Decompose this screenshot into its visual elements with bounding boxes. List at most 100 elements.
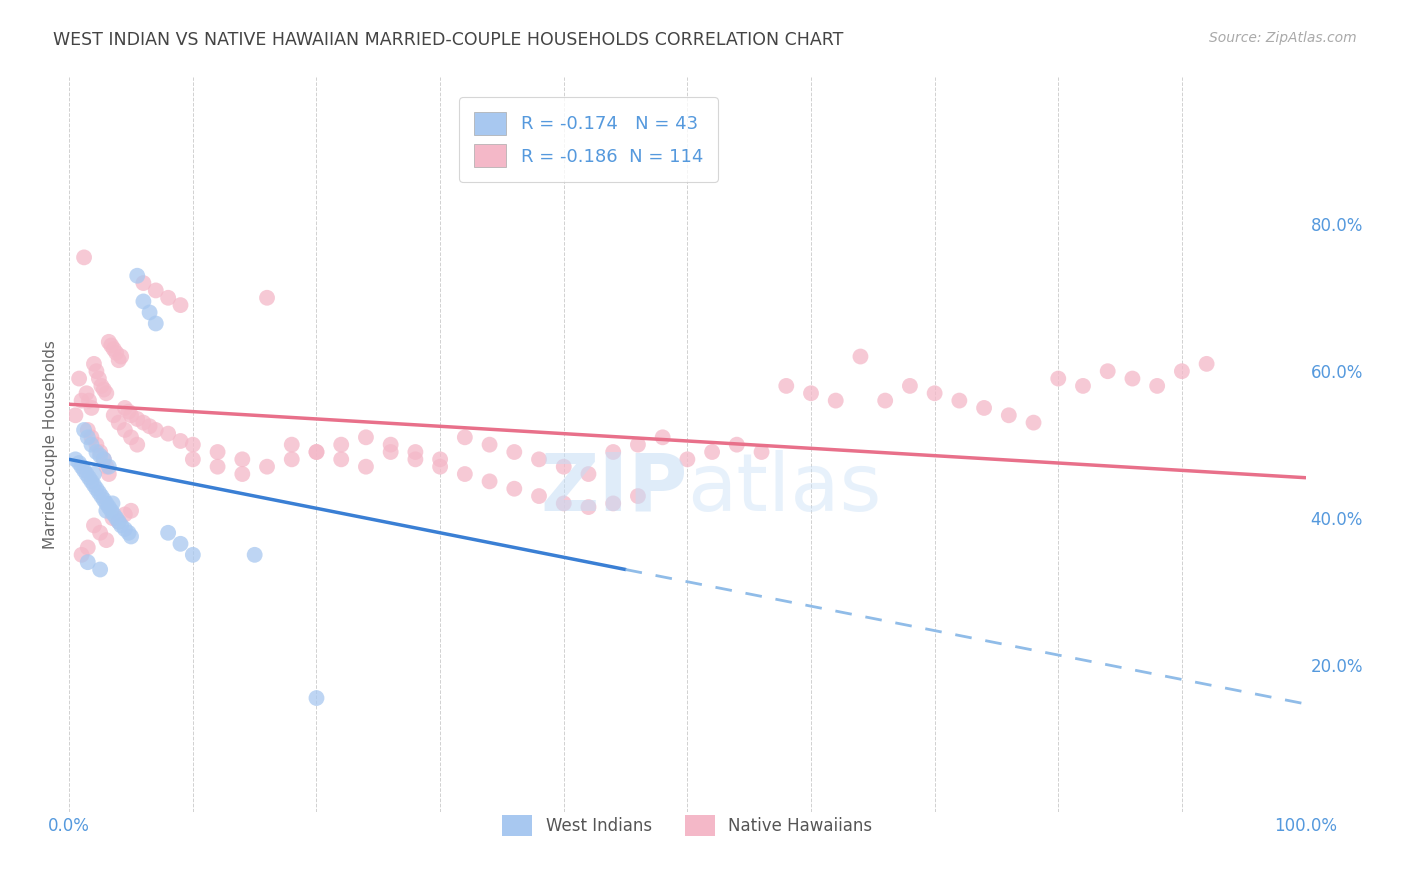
Point — [578, 500, 600, 514]
Point — [824, 393, 846, 408]
Text: WEST INDIAN VS NATIVE HAWAIIAN MARRIED-COUPLE HOUSEHOLDS CORRELATION CHART: WEST INDIAN VS NATIVE HAWAIIAN MARRIED-C… — [53, 31, 844, 49]
Point — [503, 445, 526, 459]
Point — [76, 386, 98, 401]
Point — [527, 489, 550, 503]
Point — [157, 426, 180, 441]
Point — [89, 562, 111, 576]
Point — [627, 437, 650, 451]
Point — [231, 452, 253, 467]
Point — [70, 459, 93, 474]
Point — [76, 467, 98, 481]
Point — [96, 504, 118, 518]
Point — [114, 522, 136, 536]
Point — [73, 251, 96, 265]
Point — [114, 508, 136, 522]
Point — [924, 386, 946, 401]
Point — [256, 459, 278, 474]
Point — [86, 445, 108, 459]
Point — [998, 409, 1021, 423]
Point — [800, 386, 823, 401]
Point — [93, 383, 115, 397]
Point — [132, 294, 155, 309]
Point — [725, 437, 748, 451]
Point — [404, 445, 426, 459]
Point — [181, 437, 204, 451]
Point — [1195, 357, 1218, 371]
Point — [973, 401, 995, 415]
Point — [86, 364, 108, 378]
Point — [127, 268, 149, 283]
Point — [169, 298, 191, 312]
Point — [169, 434, 191, 448]
Point — [181, 548, 204, 562]
Point — [354, 430, 377, 444]
Point — [1171, 364, 1194, 378]
Point — [138, 305, 160, 319]
Point — [77, 471, 100, 485]
Point — [1121, 371, 1143, 385]
Point — [145, 317, 167, 331]
Point — [157, 525, 180, 540]
Point — [107, 416, 129, 430]
Point — [97, 334, 120, 349]
Point — [1146, 379, 1168, 393]
Point — [96, 459, 118, 474]
Point — [76, 541, 98, 555]
Point — [120, 409, 142, 423]
Point — [67, 456, 90, 470]
Point — [553, 496, 575, 510]
Point — [503, 482, 526, 496]
Point — [281, 437, 304, 451]
Point — [651, 430, 673, 444]
Point — [127, 437, 149, 451]
Point — [83, 478, 105, 492]
Point — [602, 496, 624, 510]
Point — [145, 284, 167, 298]
Point — [948, 393, 970, 408]
Point — [97, 500, 120, 514]
Point — [83, 518, 105, 533]
Point — [107, 515, 129, 529]
Point — [76, 423, 98, 437]
Text: atlas: atlas — [688, 450, 882, 528]
Point — [553, 459, 575, 474]
Point — [114, 401, 136, 415]
Point — [145, 423, 167, 437]
Point — [1097, 364, 1119, 378]
Point — [256, 291, 278, 305]
Point — [87, 371, 110, 385]
Point — [207, 459, 229, 474]
Point — [243, 548, 266, 562]
Point — [454, 430, 477, 444]
Point — [65, 409, 87, 423]
Point — [80, 401, 103, 415]
Point — [117, 404, 139, 418]
Point — [96, 496, 118, 510]
Point — [775, 379, 797, 393]
Point — [103, 409, 125, 423]
Point — [127, 412, 149, 426]
Point — [103, 342, 125, 356]
Point — [132, 416, 155, 430]
Point — [330, 452, 353, 467]
Point — [96, 386, 118, 401]
Legend: West Indians, Native Hawaiians: West Indians, Native Hawaiians — [494, 807, 880, 844]
Point — [80, 437, 103, 451]
Point — [478, 475, 501, 489]
Point — [380, 445, 402, 459]
Point — [70, 393, 93, 408]
Point — [305, 445, 328, 459]
Point — [627, 489, 650, 503]
Point — [429, 452, 451, 467]
Point — [207, 445, 229, 459]
Point — [478, 437, 501, 451]
Point — [65, 452, 87, 467]
Point — [89, 525, 111, 540]
Y-axis label: Married-couple Households: Married-couple Households — [44, 340, 58, 549]
Point — [77, 393, 100, 408]
Point — [120, 504, 142, 518]
Point — [700, 445, 723, 459]
Point — [231, 467, 253, 481]
Point — [281, 452, 304, 467]
Point — [100, 338, 122, 352]
